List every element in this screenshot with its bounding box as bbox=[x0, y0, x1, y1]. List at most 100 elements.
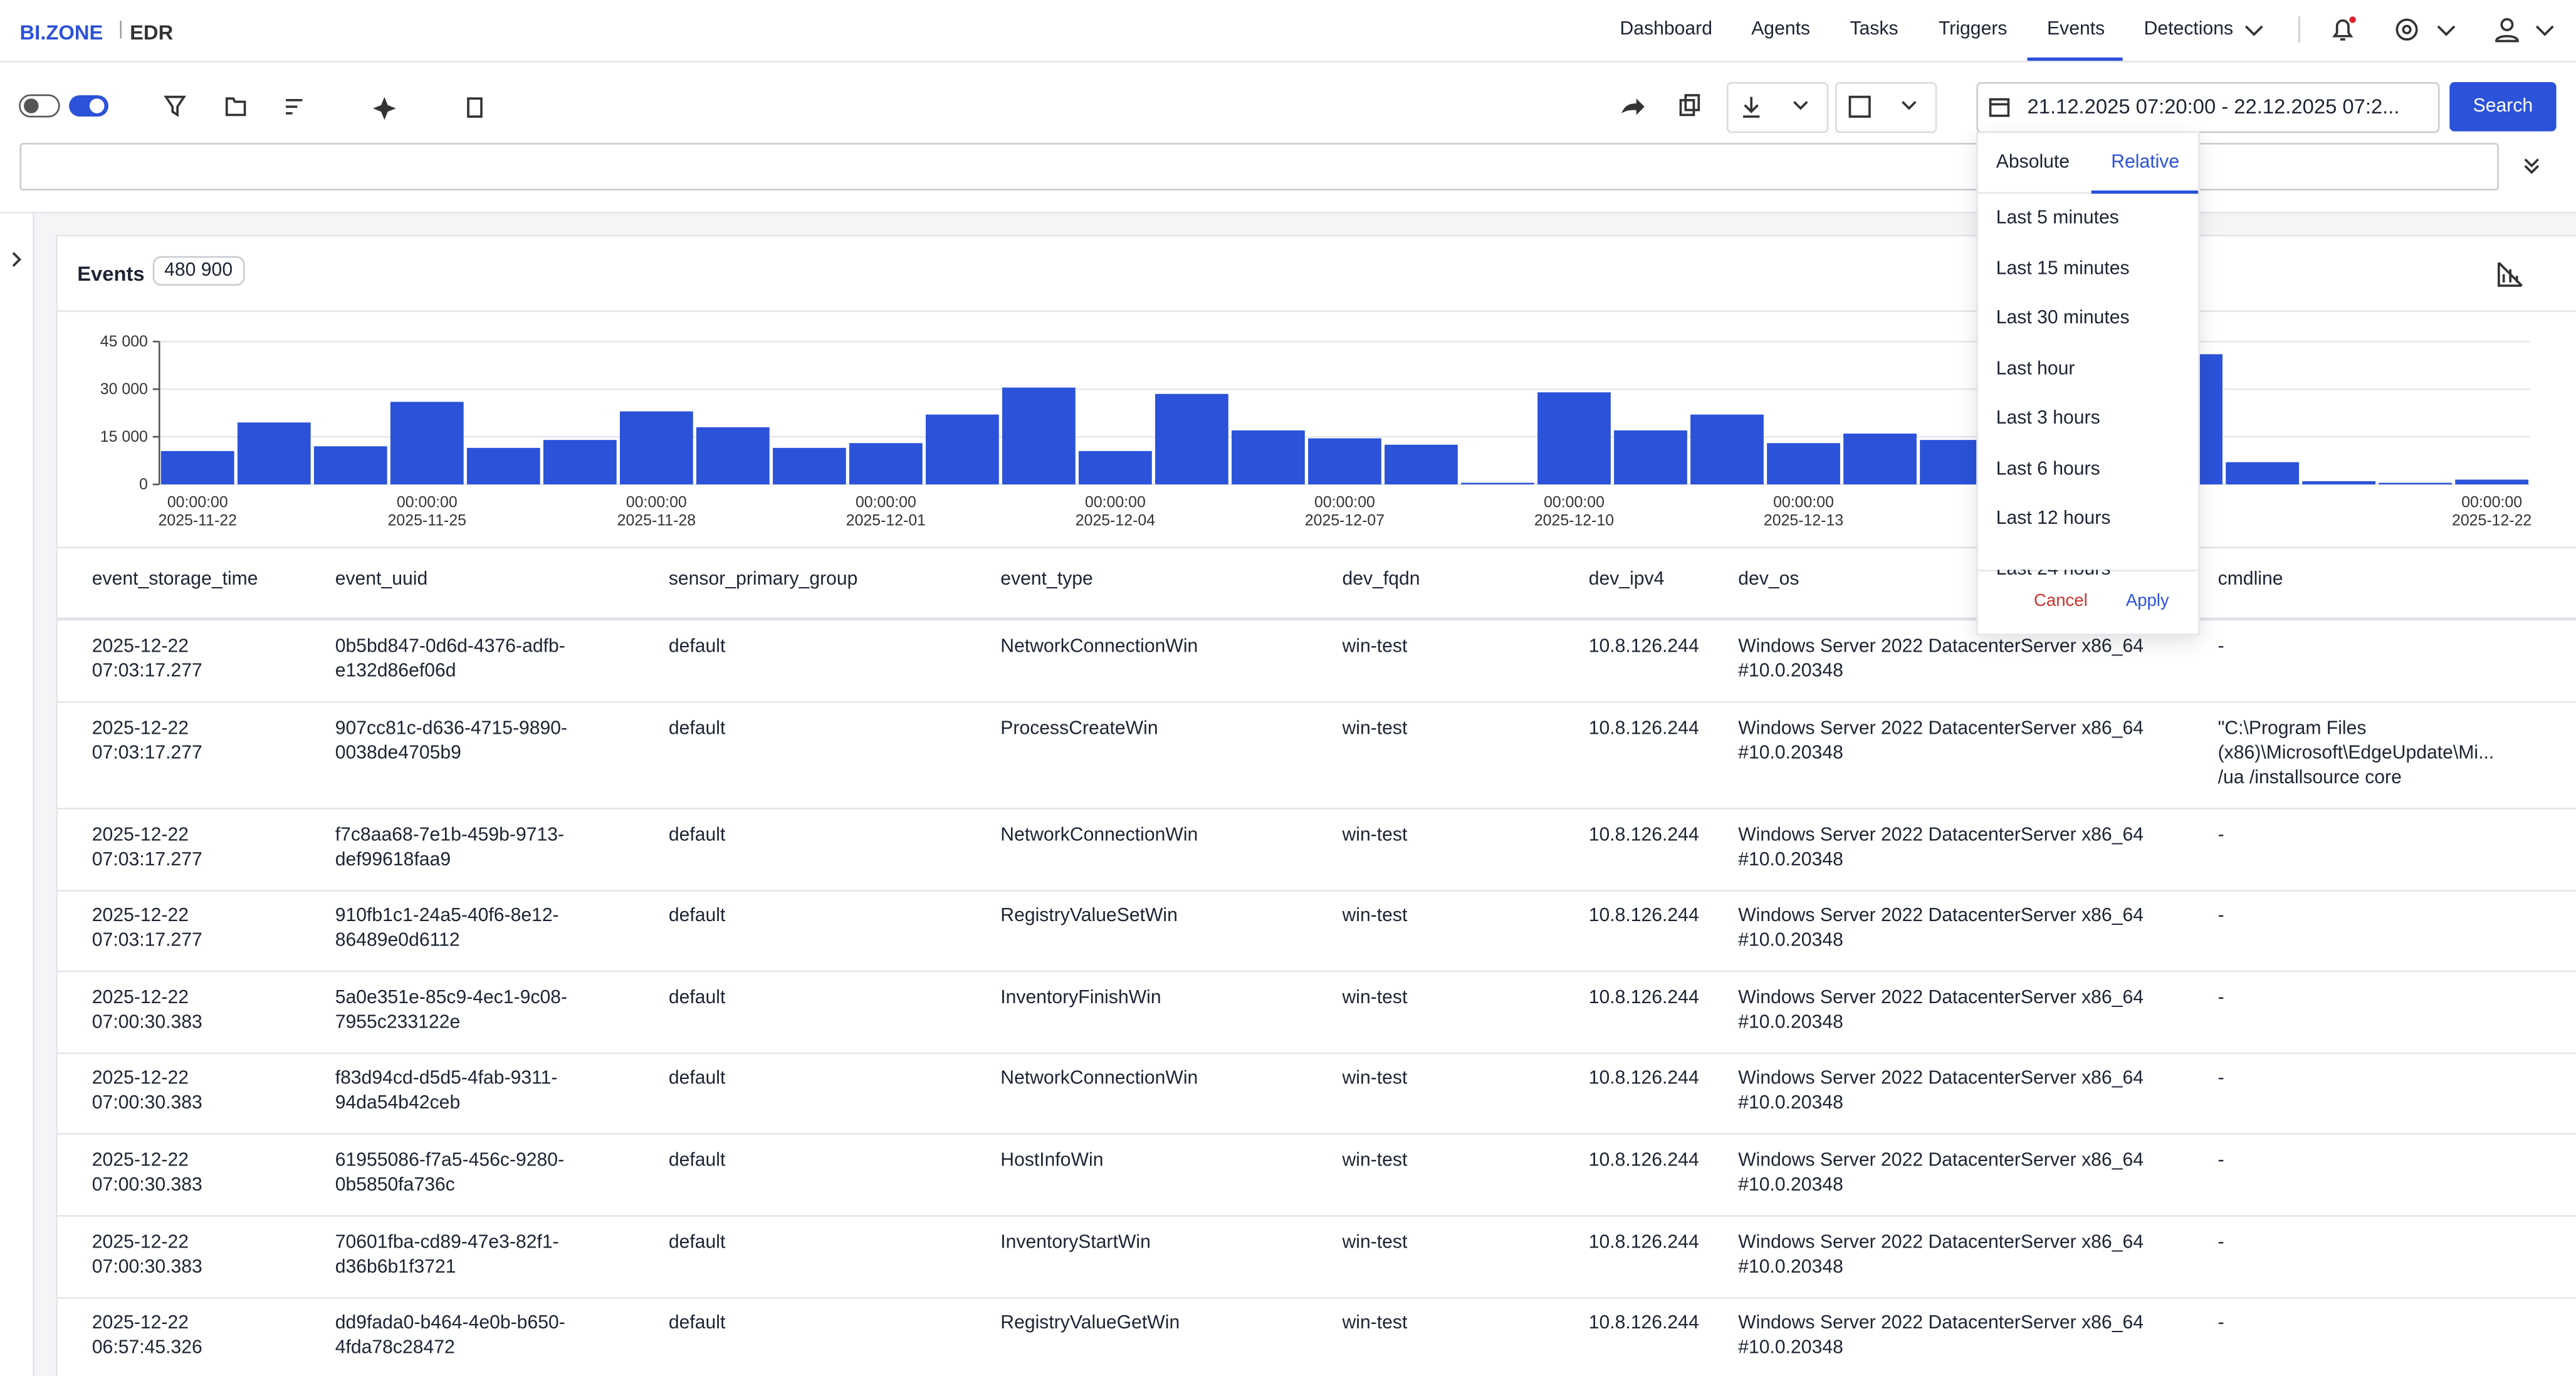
table-cell: win-test bbox=[1343, 987, 1573, 1011]
nav-item[interactable]: Events bbox=[2047, 19, 2105, 39]
table-cell: - bbox=[2218, 1312, 2522, 1337]
column-header[interactable]: event_type bbox=[1000, 570, 1092, 589]
table-cell: Windows Server 2022 DatacenterServer x86… bbox=[1738, 905, 2182, 954]
table-cell: 2025-12-22 07:03:17.277 bbox=[92, 905, 290, 954]
picker-option[interactable]: Last 30 minutes bbox=[1996, 309, 2130, 328]
active-tab bbox=[2092, 190, 2198, 194]
bar bbox=[1461, 483, 1534, 485]
table-cell: 10.8.126.244 bbox=[1589, 717, 1729, 742]
column-header[interactable]: dev_os bbox=[1738, 570, 1799, 589]
table-cell: 10.8.126.244 bbox=[1589, 1231, 1729, 1256]
table-cell: 10.8.126.244 bbox=[1589, 824, 1729, 848]
cancel-button[interactable]: Cancel bbox=[2034, 591, 2088, 610]
table-cell: Windows Server 2022 DatacenterServer x86… bbox=[1738, 1231, 2182, 1281]
nav-item[interactable]: Dashboard bbox=[1620, 19, 1712, 39]
row-divider bbox=[58, 1053, 2576, 1055]
table-cell: 2025-12-22 07:00:30.383 bbox=[92, 1231, 290, 1281]
picker-tab[interactable]: Relative bbox=[2111, 153, 2179, 172]
x-tick-label: 2025-12-04 bbox=[1076, 512, 1155, 529]
bar bbox=[2379, 483, 2452, 485]
table-cell: default bbox=[669, 905, 981, 929]
table-cell: 10.8.126.244 bbox=[1589, 987, 1729, 1011]
table-cell: win-test bbox=[1343, 635, 1573, 660]
x-tick-time: 00:00:00 bbox=[1544, 494, 1605, 511]
bar bbox=[1690, 415, 1764, 484]
x-tick-label: 2025-12-13 bbox=[1764, 512, 1843, 529]
table-cell: default bbox=[669, 987, 981, 1011]
column-header[interactable]: event_storage_time bbox=[92, 570, 258, 589]
table-cell: 2025-12-22 07:00:30.383 bbox=[92, 1149, 290, 1199]
table-cell: default bbox=[669, 717, 981, 742]
table-cell: RegistryValueSetWin bbox=[1000, 905, 1312, 929]
bar bbox=[2226, 462, 2299, 484]
table-cell: NetworkConnectionWin bbox=[1000, 635, 1312, 660]
column-header[interactable]: dev_ipv4 bbox=[1589, 570, 1665, 589]
column-header[interactable]: dev_fqdn bbox=[1343, 570, 1420, 589]
table-cell: 907cc81c-d636-4715-9890-0038de4705b9 bbox=[335, 717, 615, 767]
table-cell: InventoryFinishWin bbox=[1000, 987, 1312, 1011]
nav-item[interactable]: Tasks bbox=[1850, 19, 1898, 39]
bar bbox=[926, 415, 999, 484]
table-cell: 10.8.126.244 bbox=[1589, 1149, 1729, 1174]
x-tick-label: 2025-12-10 bbox=[1534, 512, 1614, 529]
x-tick-label: 2025-12-01 bbox=[846, 512, 926, 529]
picker-option[interactable]: Last 15 minutes bbox=[1996, 259, 2130, 278]
table-cell: default bbox=[669, 1067, 981, 1092]
table-cell: f7c8aa68-7e1b-459b-9713-def99618faa9 bbox=[335, 824, 615, 873]
x-tick-time: 00:00:00 bbox=[2461, 494, 2522, 511]
table-cell: default bbox=[669, 635, 981, 660]
bar bbox=[238, 422, 311, 484]
table-cell: ProcessCreateWin bbox=[1000, 717, 1312, 742]
row-divider bbox=[58, 1133, 2576, 1135]
table-cell: 10.8.126.244 bbox=[1589, 905, 1729, 929]
table-cell: - bbox=[2218, 824, 2522, 848]
bar bbox=[390, 402, 464, 484]
table-cell: win-test bbox=[1343, 905, 1573, 929]
row-divider bbox=[58, 808, 2576, 810]
bar bbox=[1843, 434, 1917, 484]
bar bbox=[1614, 430, 1687, 484]
bar bbox=[1232, 430, 1305, 484]
picker-option[interactable]: Last 3 hours bbox=[1996, 409, 2100, 429]
x-tick-label: 2025-11-22 bbox=[159, 512, 237, 529]
column-header[interactable]: event_uuid bbox=[335, 570, 428, 589]
apply-button[interactable]: Apply bbox=[2126, 591, 2169, 610]
table-cell: 2025-12-22 07:00:30.383 bbox=[92, 1067, 290, 1117]
x-tick-time: 00:00:00 bbox=[1314, 494, 1375, 511]
table-cell: f83d94cd-d5d5-4fab-9311-94da54b42ceb bbox=[335, 1067, 615, 1117]
table-cell: default bbox=[669, 1149, 981, 1174]
bar bbox=[696, 427, 770, 484]
table-cell: 2025-12-22 06:57:45.326 bbox=[92, 1312, 290, 1362]
bar bbox=[1308, 439, 1381, 484]
picker-option[interactable]: Last 5 minutes bbox=[1996, 209, 2119, 228]
table-cell: 10.8.126.244 bbox=[1589, 635, 1729, 660]
nav-item[interactable]: Triggers bbox=[1939, 19, 2007, 39]
column-header[interactable]: sensor_primary_group bbox=[669, 570, 858, 589]
table-cell: win-test bbox=[1343, 824, 1573, 848]
bar bbox=[1079, 451, 1152, 484]
table-cell: win-test bbox=[1343, 717, 1573, 742]
picker-option[interactable]: Last 6 hours bbox=[1996, 459, 2100, 478]
bar bbox=[2455, 479, 2528, 484]
x-tick-label: 2025-12-22 bbox=[2452, 512, 2531, 529]
table-cell: win-test bbox=[1343, 1231, 1573, 1256]
x-tick-label: 2025-12-07 bbox=[1305, 512, 1385, 529]
table-cell: - bbox=[2218, 905, 2522, 929]
table-cell: Windows Server 2022 DatacenterServer x86… bbox=[1738, 1149, 2182, 1199]
nav-item[interactable]: Agents bbox=[1751, 19, 1810, 39]
table-cell: default bbox=[669, 824, 981, 848]
table-cell: 70601fba-cd89-47e3-82f1-d36b6b1f3721 bbox=[335, 1231, 615, 1281]
picker-option[interactable]: Last hour bbox=[1996, 359, 2075, 378]
table-cell: InventoryStartWin bbox=[1000, 1231, 1312, 1256]
column-header[interactable]: cmdline bbox=[2218, 570, 2283, 589]
table-cell: "C:\Program Files (x86)\Microsoft\EdgeUp… bbox=[2218, 717, 2522, 791]
nav-item[interactable]: Detections bbox=[2144, 19, 2233, 39]
table-cell: 0b5bd847-0d6d-4376-adfb-e132d86ef06d bbox=[335, 635, 615, 685]
picker-option[interactable]: Last 12 hours bbox=[1996, 509, 2111, 528]
table-cell: NetworkConnectionWin bbox=[1000, 1067, 1312, 1092]
bar bbox=[543, 440, 617, 484]
x-tick-label: 2025-11-25 bbox=[388, 512, 466, 529]
picker-tab[interactable]: Absolute bbox=[1996, 153, 2070, 172]
